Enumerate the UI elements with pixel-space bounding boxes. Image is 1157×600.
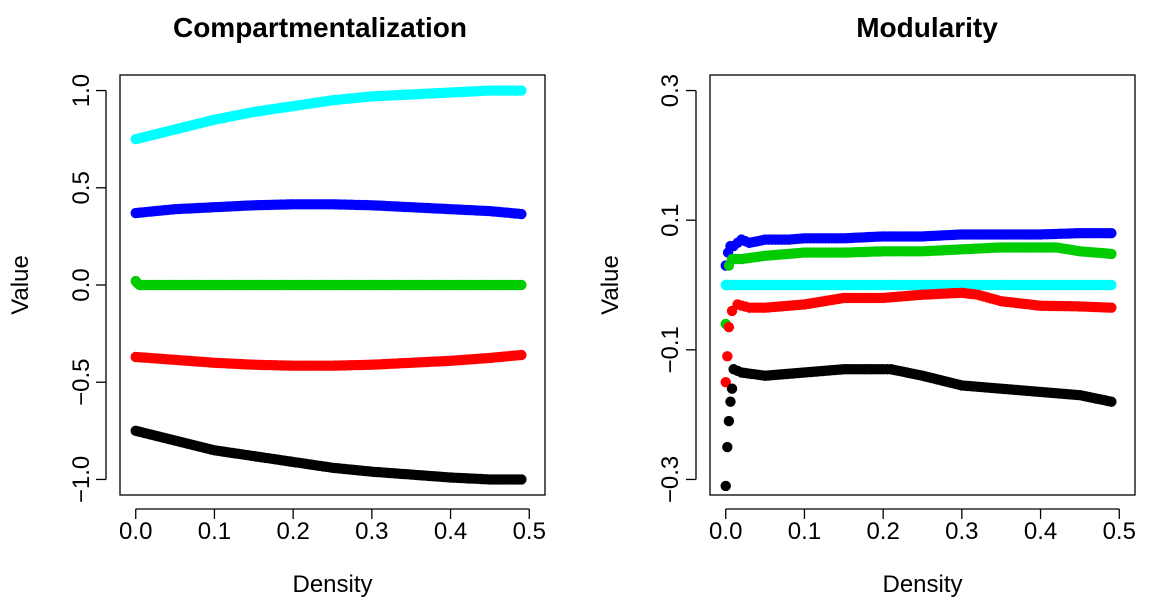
chart-title: Modularity: [856, 12, 998, 43]
x-tick-label: 0.4: [1024, 518, 1057, 545]
x-axis-label: Density: [292, 571, 372, 598]
y-tick-label: 0.0: [68, 268, 95, 301]
series-0: [130, 85, 527, 145]
data-point: [725, 396, 736, 407]
data-point: [723, 321, 735, 333]
data-point: [722, 441, 733, 453]
series-3: [720, 287, 1117, 388]
series-4: [720, 364, 1117, 492]
data-point: [1106, 227, 1117, 239]
x-tick-label: 0.5: [513, 518, 546, 545]
x-tick-label: 0.1: [788, 518, 821, 545]
data-point: [1106, 302, 1117, 313]
panel-compartmentalization: Compartmentalization Density Value 0.0 0.1 0.…: [7, 12, 546, 598]
plot-frame: [119, 74, 546, 496]
x-tick-label: 0.3: [355, 518, 388, 545]
x-tick-label: 0.3: [945, 518, 978, 545]
y-axis-label: Value: [7, 255, 34, 315]
x-tick-label: 0.0: [709, 518, 742, 545]
data-point: [720, 480, 731, 492]
x-tick-label: 0.1: [198, 518, 231, 545]
y-tick-label: 0.1: [657, 203, 684, 236]
chart-title: Compartmentalization: [173, 12, 467, 43]
panel-modularity: Modularity Density Value 0.0 0.1 0.2 0.3 0.4 0.5…: [597, 12, 1136, 598]
x-tick-label: 0.0: [119, 518, 152, 545]
x-tick-label: 0.2: [276, 518, 309, 545]
data-point: [720, 377, 731, 388]
x-tick-label: 0.2: [866, 518, 899, 545]
series-2: [130, 275, 527, 291]
x-tick-label: 0.5: [1103, 518, 1136, 545]
y-axis-label: Value: [597, 255, 624, 315]
data-point: [1106, 248, 1117, 260]
x-tick-label: 0.4: [434, 518, 467, 545]
data-point: [516, 85, 527, 96]
data-point: [516, 208, 527, 220]
y-tick-label: −0.3: [657, 456, 684, 503]
data-point: [516, 474, 527, 485]
data-point: [1106, 396, 1117, 407]
data-point: [723, 415, 735, 427]
y-tick-label: 1.0: [68, 74, 95, 107]
data-point: [722, 351, 733, 362]
series-1: [130, 199, 527, 220]
series-0: [720, 227, 1117, 271]
y-tick-label: 0.3: [657, 74, 684, 107]
x-axis-label: Density: [882, 571, 962, 598]
y-tick-label: 0.5: [68, 171, 95, 204]
series-4: [130, 425, 527, 485]
data-point: [726, 383, 738, 394]
data-point: [1106, 279, 1117, 291]
series-2: [720, 279, 1117, 291]
y-tick-label: −1.0: [68, 456, 95, 503]
plot-frame: [709, 74, 1136, 496]
series-3: [130, 349, 527, 371]
y-tick-label: −0.1: [657, 326, 684, 373]
series-1: [720, 242, 1117, 330]
data-point: [516, 349, 527, 361]
y-tick-label: −0.5: [68, 359, 95, 406]
data-point: [516, 279, 527, 291]
